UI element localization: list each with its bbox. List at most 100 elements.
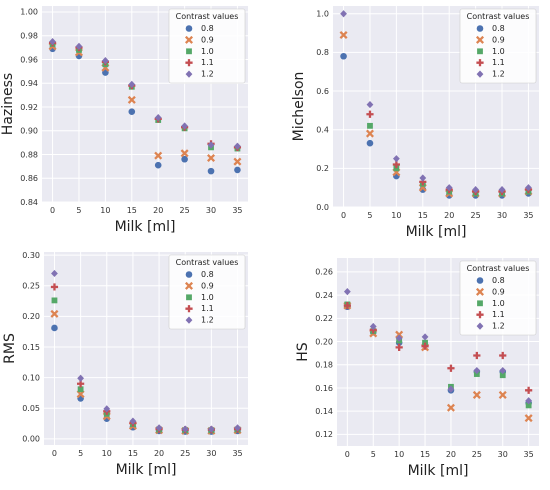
legend-marker bbox=[185, 316, 193, 324]
data-point bbox=[103, 405, 111, 413]
legend-marker bbox=[185, 59, 193, 67]
legend: Contrast values 0.8 0.9 1.0 1.1 1.2 bbox=[459, 260, 537, 336]
legend-entry: 0.9 bbox=[492, 287, 505, 296]
data-point bbox=[395, 334, 403, 342]
x-tick-label: 30 bbox=[497, 211, 507, 220]
data-point bbox=[77, 374, 85, 382]
y-tick-label: 0.8 bbox=[316, 48, 329, 57]
legend-entry: 1.0 bbox=[492, 299, 505, 308]
y-axis-label: RMS bbox=[2, 333, 18, 364]
y-tick-label: 0.12 bbox=[315, 430, 333, 439]
y-tick-label: 0.26 bbox=[315, 268, 333, 277]
data-point bbox=[525, 402, 532, 409]
x-tick-label: 30 bbox=[206, 206, 216, 215]
legend-marker bbox=[186, 48, 192, 55]
data-point bbox=[343, 301, 351, 310]
subplot-michelson: 0.0 0.2 0.4 0.6 0.8 1.0 0 5 10 15 20 25 30 35 Milk [ml… bbox=[291, 6, 539, 240]
data-point bbox=[51, 324, 58, 332]
x-tick-label: 10 bbox=[394, 450, 404, 459]
y-tick-label: 0.00 bbox=[22, 435, 40, 444]
y-tick-label: 0.86 bbox=[20, 174, 38, 183]
series-1.2 bbox=[343, 288, 533, 405]
legend-entry: 0.8 bbox=[201, 24, 214, 33]
series-1.2 bbox=[49, 38, 241, 150]
data-point bbox=[447, 364, 455, 372]
legend-entry: 1.1 bbox=[201, 304, 214, 313]
legend: Contrast values 0.8 0.9 1.0 1.1 1.2 bbox=[168, 254, 246, 330]
y-tick-label: 0.4 bbox=[316, 125, 329, 134]
legend-entry: 1.0 bbox=[201, 293, 214, 302]
y-axis-label: Michelson bbox=[291, 72, 307, 142]
legend-title: Contrast values bbox=[176, 12, 239, 21]
data-point bbox=[181, 155, 188, 163]
data-point bbox=[51, 297, 58, 304]
legend-marker bbox=[477, 300, 483, 307]
data-point bbox=[473, 351, 481, 360]
data-point bbox=[77, 386, 84, 393]
data-point bbox=[51, 269, 58, 278]
x-axis-label: Milk [ml] bbox=[116, 462, 177, 478]
data-point bbox=[419, 174, 427, 182]
data-point bbox=[234, 142, 241, 150]
x-tick-label: 20 bbox=[154, 449, 164, 458]
legend-marker bbox=[185, 25, 193, 32]
data-point bbox=[445, 184, 453, 192]
data-point bbox=[499, 351, 507, 360]
y-tick-label: 0.24 bbox=[315, 291, 333, 300]
x-tick-label: 20 bbox=[444, 211, 454, 220]
legend-entry: 1.1 bbox=[492, 58, 505, 67]
y-tick-label: 0.88 bbox=[20, 150, 38, 159]
y-tick-label: 0.22 bbox=[315, 314, 333, 323]
x-tick-label: 30 bbox=[206, 449, 216, 458]
data-point bbox=[181, 425, 189, 433]
legend-entry: 0.9 bbox=[492, 35, 505, 44]
y-tick-label: 0.2 bbox=[316, 164, 329, 173]
x-axis-label: Milk [ml] bbox=[115, 219, 176, 235]
x-tick-label: 35 bbox=[524, 450, 534, 459]
data-point bbox=[127, 95, 136, 104]
legend-entry: 1.2 bbox=[492, 322, 505, 331]
x-axis-label: Milk [ml] bbox=[408, 463, 469, 479]
y-tick-label: 0.25 bbox=[22, 281, 40, 290]
data-point bbox=[75, 42, 83, 50]
legend-entry: 1.2 bbox=[201, 316, 214, 325]
y-tick-label: 0.16 bbox=[315, 384, 333, 393]
legend-entry: 0.8 bbox=[492, 276, 505, 285]
x-tick-label: 5 bbox=[78, 449, 83, 458]
series-1.2 bbox=[51, 269, 241, 433]
legend-entry: 0.9 bbox=[201, 35, 214, 44]
data-point bbox=[393, 165, 400, 172]
y-tick-label: 0.10 bbox=[22, 373, 40, 382]
legend-marker bbox=[476, 322, 484, 330]
x-tick-label: 15 bbox=[127, 206, 137, 215]
data-point bbox=[499, 366, 507, 375]
data-point bbox=[472, 390, 481, 399]
legend-entry: 1.2 bbox=[492, 70, 505, 79]
x-tick-label: 10 bbox=[391, 211, 401, 220]
y-tick-label: 0.92 bbox=[20, 103, 38, 112]
data-point bbox=[392, 155, 400, 163]
data-point bbox=[340, 52, 347, 60]
x-tick-label: 20 bbox=[446, 450, 456, 459]
data-point bbox=[525, 386, 533, 394]
data-point bbox=[129, 417, 137, 425]
data-point bbox=[128, 108, 136, 116]
legend-entry: 1.0 bbox=[201, 47, 214, 56]
data-point bbox=[367, 122, 373, 129]
y-axis-label: HS bbox=[295, 342, 311, 362]
data-point bbox=[207, 425, 215, 433]
data-point bbox=[498, 186, 506, 194]
x-tick-label: 0 bbox=[341, 211, 346, 220]
x-tick-label: 5 bbox=[371, 450, 376, 459]
legend-entry: 0.8 bbox=[201, 270, 214, 279]
data-point bbox=[446, 403, 455, 412]
data-point bbox=[473, 366, 481, 375]
x-tick-label: 10 bbox=[102, 449, 112, 458]
data-point bbox=[366, 100, 374, 109]
legend-entry: 0.8 bbox=[492, 24, 505, 33]
x-tick-label: 25 bbox=[180, 206, 190, 215]
x-tick-label: 0 bbox=[52, 449, 57, 458]
y-tick-label: 0.05 bbox=[22, 404, 40, 413]
legend: Contrast values 0.8 0.9 1.0 1.1 1.2 bbox=[168, 8, 246, 84]
